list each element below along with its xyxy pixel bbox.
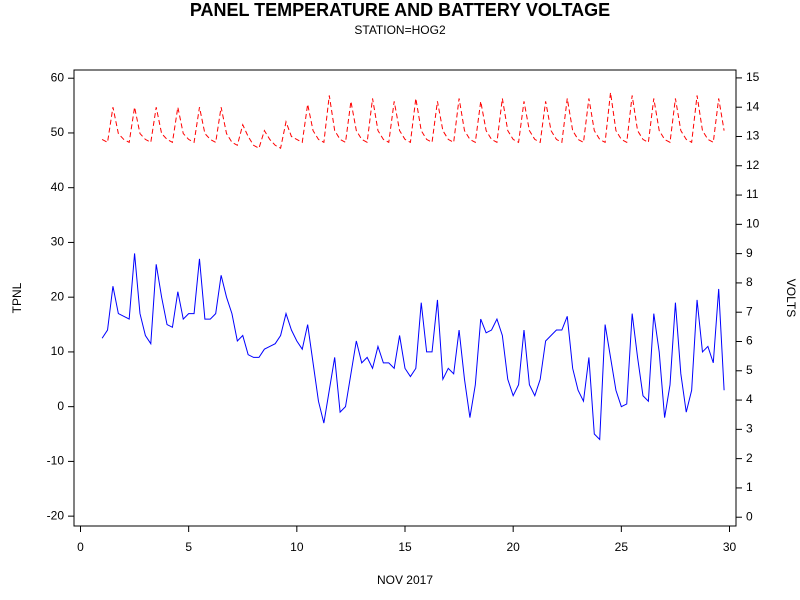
y2-tick-label: 9 <box>746 246 753 260</box>
y2-axis-label: VOLTS <box>784 279 798 317</box>
plot-frame <box>73 69 737 527</box>
y-tick-label: 50 <box>51 125 65 139</box>
y-tick-label: 10 <box>51 344 65 358</box>
y-tick-label: -10 <box>47 454 65 468</box>
y2-tick-label: 12 <box>746 158 760 172</box>
y2-tick-label: 3 <box>746 422 753 436</box>
x-tick-label: 0 <box>77 540 84 554</box>
chart-subtitle: STATION=HOG2 <box>354 23 446 37</box>
y-axis-label: TPNL <box>10 282 24 313</box>
y-tick-label: 40 <box>51 180 65 194</box>
y2-tick-label: 0 <box>746 509 753 523</box>
y2-tick-label: 11 <box>746 187 759 201</box>
y2-tick-label: 15 <box>746 70 760 84</box>
y-tick-label: 20 <box>51 289 65 303</box>
y-tick-label: 0 <box>57 399 64 413</box>
y-tick-label: 30 <box>51 235 65 249</box>
x-tick-label: 5 <box>185 540 192 554</box>
y2-tick-label: 14 <box>746 99 760 113</box>
y-tick-label: 60 <box>51 70 65 84</box>
x-tick-label: 25 <box>615 540 629 554</box>
y2-tick-label: 10 <box>746 217 760 231</box>
y2-tick-label: 4 <box>746 392 753 406</box>
x-tick-label: 30 <box>723 540 737 554</box>
y2-tick-label: 13 <box>746 129 760 143</box>
y2-tick-label: 2 <box>746 451 753 465</box>
x-axis-label: NOV 2017 <box>377 573 433 587</box>
y2-tick-label: 1 <box>746 480 753 494</box>
y2-tick-label: 5 <box>746 363 753 377</box>
y-tick-label: -20 <box>47 508 65 522</box>
x-tick-label: 10 <box>290 540 304 554</box>
chart-title: PANEL TEMPERATURE AND BATTERY VOLTAGE <box>190 0 610 20</box>
y2-tick-label: 6 <box>746 334 753 348</box>
x-tick-label: 15 <box>398 540 412 554</box>
y2-tick-label: 8 <box>746 275 753 289</box>
y2-tick-label: 7 <box>746 304 753 318</box>
data-line <box>101 92 725 149</box>
data-line <box>101 253 725 441</box>
x-tick-label: 20 <box>506 540 520 554</box>
